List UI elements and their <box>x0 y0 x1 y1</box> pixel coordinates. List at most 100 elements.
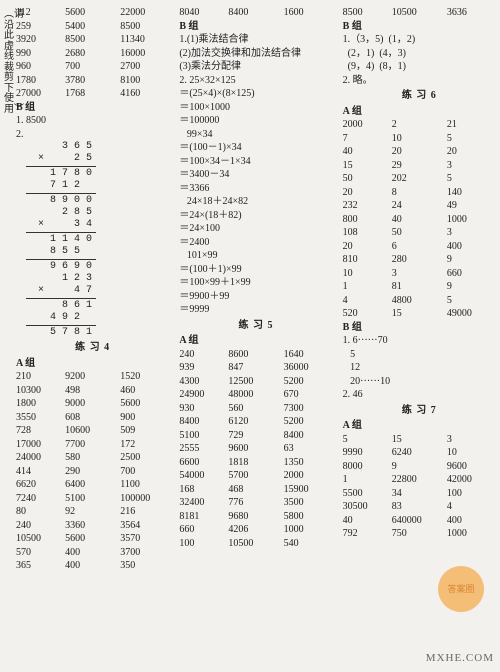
cell: 365 <box>16 559 65 573</box>
a-table-7: 5153999062401080009960012280042000550034… <box>343 433 496 541</box>
cell: 10500 <box>16 532 65 546</box>
table-row: 7927501000 <box>343 527 496 541</box>
cell: 400 <box>447 514 496 528</box>
cell: 5200 <box>284 375 333 389</box>
cell: 1 <box>343 473 392 487</box>
cell: 540 <box>284 537 333 551</box>
a-table-6: 2000221710540202015293502025208140232244… <box>343 118 496 321</box>
cell: 9200 <box>65 370 120 384</box>
cell: 290 <box>65 465 120 479</box>
cell: 8 <box>392 186 447 200</box>
cell: 729 <box>228 429 283 443</box>
cell: 5500 <box>343 487 392 501</box>
table-row: 66042061000 <box>179 523 332 537</box>
cell: 800 <box>343 213 392 227</box>
mult-line: 8 5 5 <box>26 246 169 258</box>
cell: 930 <box>179 402 228 416</box>
table-row: 108503 <box>343 226 496 240</box>
cell: 1768 <box>65 87 120 101</box>
cell: 27000 <box>16 87 65 101</box>
cell: 32400 <box>179 496 228 510</box>
cell: 8400 <box>179 415 228 429</box>
cell: 9 <box>392 460 447 474</box>
col2-working: 1.(1)乘法结合律(2)加法交换律和加法结合律(3)乘法分配律2. 25×32… <box>179 33 332 317</box>
watermark-url: MXHE.COM <box>426 651 494 666</box>
cell: 4300 <box>179 375 228 389</box>
cell: 400 <box>447 240 496 254</box>
cell: 8500 <box>120 20 169 34</box>
table-row: 1050056003570 <box>16 532 169 546</box>
cell: 400 <box>65 559 120 573</box>
table-row: 2322449 <box>343 199 496 213</box>
cell: 50 <box>343 172 392 186</box>
cell: 240 <box>179 348 228 362</box>
table-row: 72810600509 <box>16 424 169 438</box>
cell: 520 <box>343 307 392 321</box>
col3-b-lines: 1.（3，5) (1，2) (2，1) (4，3) (9，4) (8，1)2. … <box>343 33 496 87</box>
cell: 17000 <box>16 438 65 452</box>
cell: 34 <box>392 487 447 501</box>
cell: 9600 <box>447 460 496 474</box>
cell: 7 <box>343 132 392 146</box>
cell: 8400 <box>284 429 333 443</box>
table-row: 990268016000 <box>16 47 169 61</box>
a-table-5: 2408600164093984736000430012500520024900… <box>179 348 332 551</box>
table-row: 660018181350 <box>179 456 332 470</box>
text-line: 2. 25×32×125 <box>179 74 332 88</box>
table-row: 72405100100000 <box>16 492 169 506</box>
section-heading-5: 练 习 5 <box>179 319 332 333</box>
cell: 900 <box>120 411 169 425</box>
text-line: (2，1) (4，3) <box>343 47 496 61</box>
cell: 3 <box>447 433 496 447</box>
cell: 414 <box>16 465 65 479</box>
mult-line: 4 9 2 <box>26 312 169 324</box>
text-line: ＝9900＋99 <box>179 290 332 304</box>
text-line: 24×18＋24×82 <box>179 195 332 209</box>
cell: 640000 <box>392 514 447 528</box>
cell: 9000 <box>65 397 120 411</box>
cell: 49000 <box>447 307 496 321</box>
text-line: 2. 46 <box>343 388 496 402</box>
cell: 42000 <box>447 473 496 487</box>
cell: 280 <box>392 253 447 267</box>
cell: 9990 <box>343 446 392 460</box>
cell: 140 <box>447 186 496 200</box>
text-line: 1.（3，5) (1，2) <box>343 33 496 47</box>
text-line: ＝(100＋1)×99 <box>179 263 332 277</box>
cell: 232 <box>343 199 392 213</box>
cell: 22800 <box>392 473 447 487</box>
text-line: ＝3366 <box>179 182 332 196</box>
table-row: 5400057002000 <box>179 469 332 483</box>
table-row: 3920850011340 <box>16 33 169 47</box>
watermark-badge: 答案圈 <box>438 566 484 612</box>
text-line: ＝9999 <box>179 303 332 317</box>
cell: 2700 <box>120 60 169 74</box>
cell: 3 <box>447 159 496 173</box>
cell: 5400 <box>65 20 120 34</box>
cell: 1818 <box>228 456 283 470</box>
cell: 20 <box>392 145 447 159</box>
table-row: 840061205200 <box>179 415 332 429</box>
text-line: 1.(1)乘法结合律 <box>179 33 332 47</box>
cell: 570 <box>16 546 65 560</box>
rule-line <box>26 232 96 233</box>
table-row: 448005 <box>343 294 496 308</box>
a-group-heading-7: A 组 <box>343 419 496 433</box>
cell: 776 <box>228 496 283 510</box>
cell: 847 <box>228 361 283 375</box>
a-group-heading-4: A 组 <box>16 357 169 371</box>
b-group-heading: B 组 <box>179 20 332 34</box>
table-row: 208140 <box>343 186 496 200</box>
text-line: ＝2400 <box>179 236 332 250</box>
cell: 3570 <box>120 532 169 546</box>
table-row: 9305607300 <box>179 402 332 416</box>
table-row: 4300125005200 <box>179 375 332 389</box>
text-line: ＝24×100 <box>179 222 332 236</box>
table-row: 402020 <box>343 145 496 159</box>
cell: 9 <box>447 253 496 267</box>
table-row: 24033603564 <box>16 519 169 533</box>
table-row: 25954008500 <box>16 20 169 34</box>
col1-top-table: 1125600220002595400850039208500113409902… <box>16 6 169 101</box>
table-row: 10010500540 <box>179 537 332 551</box>
text-line: ＝(25×4)×(8×125) <box>179 87 332 101</box>
